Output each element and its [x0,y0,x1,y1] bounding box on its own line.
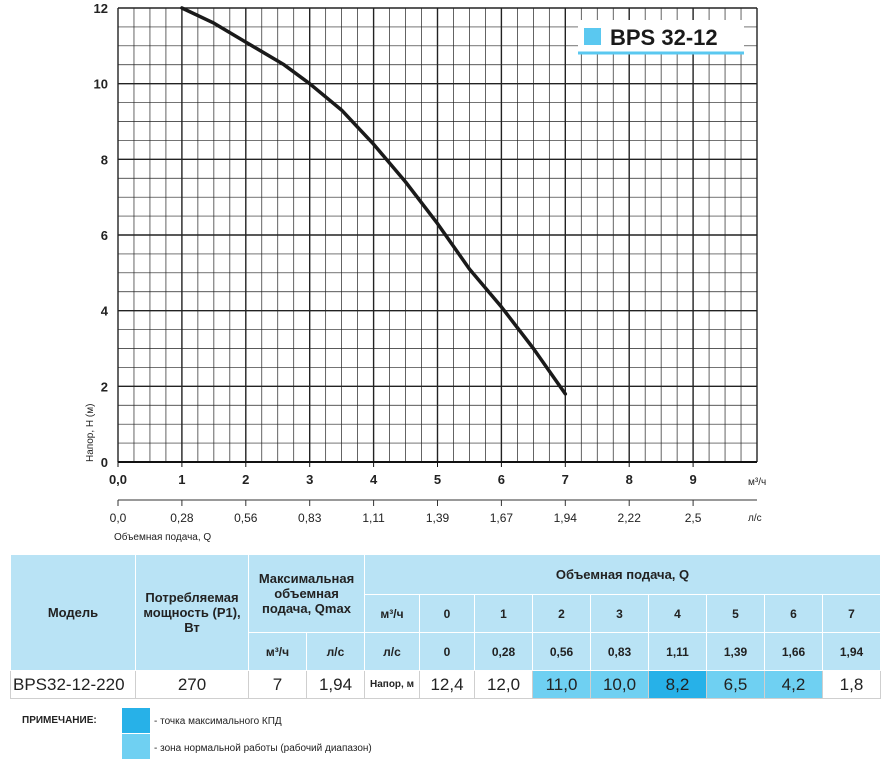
flow-ls-cell: 0,83 [590,632,649,671]
y-tick-label: 0 [101,455,108,470]
x2-tick-label: 2,5 [685,511,702,525]
header-flow-unit-ls: л/с [364,632,420,671]
x-tick-label: 0,0 [109,472,127,487]
cell-qmax-ls: 1,94 [306,670,365,699]
operating-zone-swatch [122,734,150,759]
x-tick-label: 8 [626,472,633,487]
x-tick-label: 5 [434,472,441,487]
chart-title: BPS 32-12 [610,25,718,50]
flow-m3h-cell: 5 [706,594,765,633]
x-tick-label: 7 [562,472,569,487]
header-qmax-unit-m3h: м³/ч [248,632,307,671]
best-efficiency-swatch [122,708,150,733]
flow-m3h-cell: 1 [474,594,533,633]
legend-note: ПРИМЕЧАНИЕ: - точка максимального КПД - … [0,706,895,762]
cell-power: 270 [135,670,249,699]
header-flow: Объемная подача, Q [364,554,881,595]
pump-spec-table: Модель Потребляемая мощность (Р1), Вт Ма… [10,554,881,699]
flow-m3h-cell: 3 [590,594,649,633]
x-tick-label: 4 [370,472,378,487]
flow-m3h-cell: 0 [419,594,475,633]
table-row: BPS32-12-220 270 7 1,94 Напор, м 12,4 12… [10,670,881,699]
flow-ls-cell: 1,66 [764,632,823,671]
cell-head: 6,5 [706,670,765,699]
y-tick-label: 2 [101,379,108,394]
header-qmax-unit-ls: л/с [306,632,365,671]
chart-title-box: BPS 32-12 [578,20,744,55]
x-tick-label: 9 [689,472,696,487]
y-tick-label: 6 [101,228,108,243]
flow-ls-cell: 1,11 [648,632,707,671]
cell-head: 12,4 [419,670,475,699]
x-axis-unit-ls: л/с [748,513,762,524]
note-title: ПРИМЕЧАНИЕ: [22,715,97,726]
x2-tick-label: 1,94 [554,511,578,525]
flow-ls-cell: 1,39 [706,632,765,671]
flow-ls-cell: 1,94 [822,632,881,671]
cell-head: 10,0 [590,670,649,699]
note-item-text: - точка максимального КПД [154,716,282,727]
cell-head: 1,8 [822,670,881,699]
x-tick-label: 1 [178,472,185,487]
cell-head: 12,0 [474,670,533,699]
x2-tick-label: 0,83 [298,511,322,525]
flow-ls-cell: 0,56 [532,632,591,671]
cell-qmax-m3h: 7 [248,670,307,699]
cell-model: BPS32-12-220 [10,670,136,699]
y-tick-label: 12 [94,1,108,16]
x2-tick-label: 0,28 [170,511,194,525]
flow-m3h-cell: 7 [822,594,881,633]
x2-tick-label: 1,67 [490,511,514,525]
flow-ls-cell: 0 [419,632,475,671]
cell-head-label: Напор, м [364,670,420,699]
flow-ls-cell: 0,28 [474,632,533,671]
x2-tick-label: 0,0 [110,511,127,525]
cell-head: 11,0 [532,670,591,699]
header-power: Потребляемая мощность (Р1), Вт [135,554,249,671]
header-model: Модель [10,554,136,671]
x2-tick-label: 1,11 [362,511,385,525]
x2-tick-label: 0,56 [234,511,258,525]
y-tick-label: 4 [101,304,109,319]
chart-curve [180,6,568,396]
chart-grid [117,7,758,501]
header-flow-unit-m3h: м³/ч [364,594,420,633]
x2-tick-label: 2,22 [618,511,642,525]
title-marker [584,28,601,45]
header-qmax: Максимальная объемная подача, Qmax [248,554,365,633]
cell-head: 4,2 [764,670,823,699]
x-axis-unit-m3h: м³/ч [748,477,766,488]
x-tick-label: 3 [306,472,313,487]
flow-m3h-cell: 2 [532,594,591,633]
x-tick-label: 6 [498,472,505,487]
note-item-text: - зона нормальной работы (рабочий диапаз… [154,743,372,754]
y-tick-label: 10 [94,77,108,92]
cell-head: 8,2 [648,670,707,699]
flow-m3h-cell: 4 [648,594,707,633]
y-axis-label: Напор, Н (м) [85,404,96,462]
x2-tick-label: 1,39 [426,511,450,525]
flow-m3h-cell: 6 [764,594,823,633]
x-tick-label: 2 [242,472,249,487]
x-axis-label: Объемная подача, Q [114,531,211,543]
y-tick-label: 8 [101,152,108,167]
